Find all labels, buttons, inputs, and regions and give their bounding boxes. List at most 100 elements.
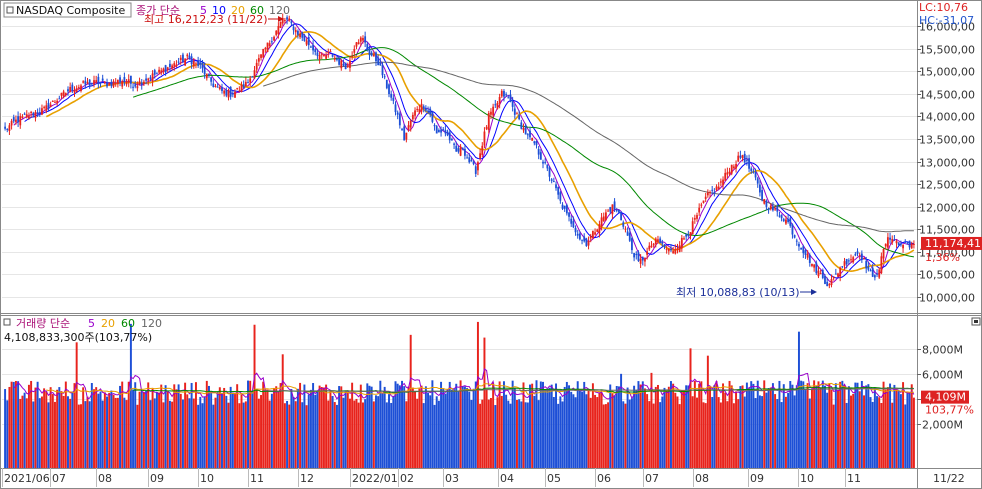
volume-bar [286, 401, 289, 468]
volume-bar [819, 387, 822, 468]
candle-body [739, 155, 742, 158]
volume-bar [537, 400, 540, 468]
candle-body [45, 105, 48, 111]
candle-body [437, 129, 440, 133]
candle-body [305, 40, 308, 45]
volume-bar [643, 388, 646, 468]
candle-body [336, 59, 338, 61]
candle-body [644, 258, 646, 262]
candle-body [106, 83, 108, 87]
candle-body [329, 50, 332, 52]
candle-body [526, 134, 529, 136]
volume-bar [782, 384, 785, 468]
candle-body [351, 56, 354, 58]
candle-body [537, 149, 540, 155]
volume-bar [299, 382, 302, 468]
candle-body [90, 83, 93, 85]
volume-bar [88, 401, 91, 468]
candle-body [787, 219, 790, 222]
candle-body [704, 196, 707, 199]
candle-body [30, 111, 33, 113]
candle-body [446, 131, 449, 136]
volume-bar [123, 397, 126, 468]
candle-body [58, 98, 61, 100]
volume-bar [568, 385, 571, 468]
candle-body [41, 108, 43, 115]
volume-bar [10, 381, 13, 468]
candle-body [227, 90, 230, 98]
volume-bar [153, 398, 156, 468]
volume-bar [431, 380, 434, 468]
volume-bar [301, 402, 304, 468]
candle-body [110, 82, 113, 87]
candle-body [884, 243, 887, 247]
candle-body [889, 237, 891, 240]
candle-body [841, 266, 844, 268]
volume-bar [142, 392, 145, 468]
candle-body [264, 47, 267, 50]
candle-body [680, 237, 683, 249]
candle-body [281, 17, 284, 24]
candle-body [830, 279, 833, 286]
volume-bar [184, 382, 187, 468]
price-tick-label: 12,500,00 [919, 179, 975, 192]
volume-bar [242, 402, 245, 468]
candle-body [314, 49, 317, 53]
price-axis: 10,000,0010,500,0011,000,0011,500,0012,0… [917, 1, 982, 305]
volume-bar [49, 387, 52, 468]
volume-bar [678, 404, 681, 468]
candle-body [782, 219, 785, 221]
candle-body [405, 132, 408, 140]
candle-body [212, 83, 215, 87]
current-price-box [921, 236, 982, 250]
volume-bar [650, 372, 653, 468]
volume-bar [526, 402, 529, 468]
volume-bar [260, 395, 263, 468]
candle-body [4, 126, 6, 129]
volume-bar [225, 395, 228, 468]
candle-body [772, 206, 774, 211]
candle-body [565, 204, 568, 214]
candle-body [459, 146, 462, 156]
volume-bar [622, 401, 625, 468]
candle-body [429, 108, 432, 115]
candle-body [685, 234, 688, 237]
candle-body [769, 205, 772, 210]
volume-bar [294, 401, 297, 468]
volume-bar [362, 402, 364, 468]
volume-bar [485, 389, 488, 468]
candle-body [544, 161, 547, 164]
candle-body [448, 132, 451, 141]
volume-legend-period-20: 20 [101, 317, 115, 330]
volume-bar [563, 386, 566, 468]
volume-bars [4, 321, 915, 468]
volume-bar [587, 389, 590, 468]
volume-bar [756, 380, 759, 468]
candle-body [286, 17, 288, 20]
candle-body [557, 186, 560, 195]
candle-body [47, 102, 50, 109]
volume-bar [40, 396, 43, 468]
volume-bar [173, 384, 176, 468]
candle-body [620, 212, 623, 221]
candle-body [466, 157, 469, 159]
volume-bar [36, 381, 39, 468]
volume-bar [58, 387, 61, 468]
candle-body [906, 243, 909, 245]
volume-bar [661, 396, 664, 468]
candle-body [759, 184, 761, 193]
volume-bar [442, 388, 445, 468]
volume-bar [398, 385, 401, 468]
volume-bar [394, 381, 397, 468]
volume-bar [802, 381, 805, 468]
volume-bar [266, 389, 269, 468]
volume-bar [850, 395, 852, 468]
volume-bar [778, 380, 781, 468]
volume-bar [30, 380, 33, 468]
candle-body [741, 155, 744, 159]
candle-body [865, 261, 868, 269]
candle-body [791, 224, 794, 235]
volume-bar [199, 396, 202, 468]
volume-bar [149, 400, 152, 468]
x-tick-label: 09 [750, 472, 764, 485]
